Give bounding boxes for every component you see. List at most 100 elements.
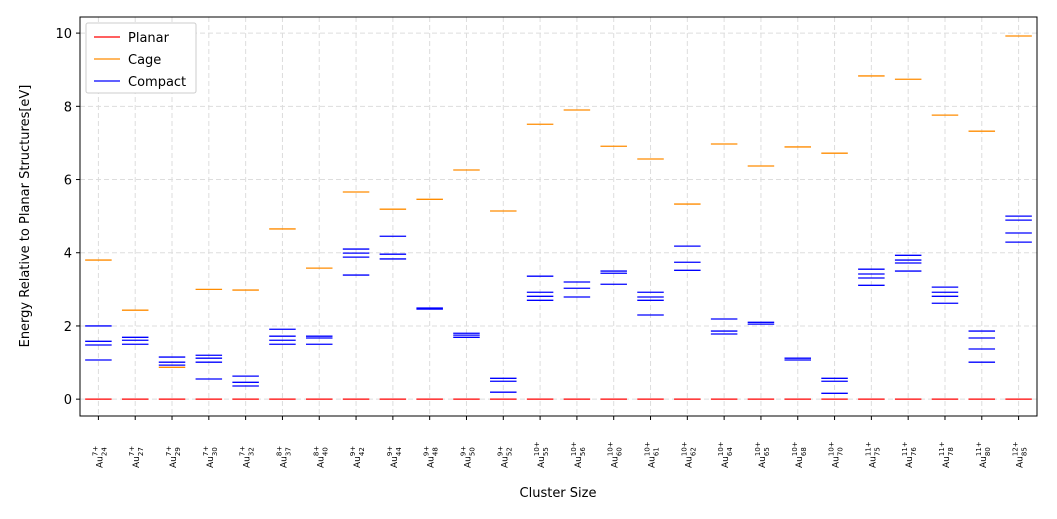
label-base: Au: [611, 456, 621, 468]
x-tick-label: Au8+40: [312, 446, 329, 468]
y-tick-label: 10: [55, 27, 72, 42]
label-sup: 10+: [644, 441, 652, 456]
label-sub: 44: [395, 447, 403, 456]
y-tick-label: 4: [64, 247, 72, 262]
legend-label: Cage: [128, 53, 161, 68]
label-sup: 10+: [607, 441, 615, 456]
label-sub: 32: [248, 447, 256, 456]
y-axis-label: Energy Relative to Planar Structures[eV]: [18, 85, 33, 348]
x-tick-label: Au7+27: [128, 446, 145, 468]
label-base: Au: [905, 456, 915, 468]
x-tick-label: Au10+70: [828, 441, 845, 468]
label-sup: 8+: [312, 446, 320, 456]
label-sub: 50: [468, 447, 476, 456]
label-sub: 61: [653, 447, 661, 456]
y-tick-label: 0: [64, 393, 72, 408]
x-tick-label: Au7+24: [91, 446, 108, 468]
label-sup: 12+: [1012, 441, 1020, 456]
label-sup: 7+: [165, 446, 173, 456]
x-tick-label: Au10+68: [791, 441, 808, 468]
plot-frame: [79, 16, 1038, 417]
label-base: Au: [795, 456, 805, 468]
legend-label: Planar: [128, 31, 170, 46]
label-sup: 10+: [680, 441, 688, 456]
label-sub: 48: [432, 447, 440, 456]
label-base: Au: [132, 456, 142, 468]
label-sub: 30: [211, 447, 219, 456]
label-sup: 11+: [975, 441, 983, 456]
label-base: Au: [721, 456, 731, 468]
label-sup: 9+: [349, 446, 357, 456]
label-sub: 65: [763, 447, 771, 456]
label-sup: 10+: [533, 441, 541, 456]
x-tick-label: Au9+52: [496, 446, 513, 468]
x-tick-label: Au10+64: [717, 441, 734, 468]
x-tick-label: Au10+55: [533, 441, 550, 468]
y-tick-label: 6: [64, 174, 72, 189]
label-sub: 64: [726, 447, 734, 456]
x-tick-label: Au11+78: [938, 441, 955, 468]
label-base: Au: [1016, 456, 1026, 468]
label-base: Au: [243, 456, 253, 468]
label-base: Au: [832, 456, 842, 468]
label-base: Au: [500, 456, 510, 468]
x-axis-label: Cluster Size: [520, 486, 597, 501]
x-tick-label: Au9+50: [459, 446, 476, 468]
x-tick-label: Au10+62: [680, 441, 697, 468]
label-sub: 78: [947, 447, 955, 456]
label-sub: 56: [579, 447, 587, 456]
label-sup: 7+: [91, 446, 99, 456]
x-tick-label: Au9+48: [423, 446, 440, 468]
label-sup: 9+: [496, 446, 504, 456]
label-sub: 75: [873, 447, 881, 456]
label-sup: 8+: [275, 446, 283, 456]
x-tick-label: Au8+37: [275, 446, 292, 468]
x-tick-label: Au10+56: [570, 441, 587, 468]
label-sup: 7+: [239, 446, 247, 456]
label-base: Au: [758, 456, 768, 468]
x-tick-label: Au10+61: [644, 441, 661, 468]
y-tick-label: 2: [64, 320, 72, 335]
label-sub: 76: [910, 447, 918, 456]
label-base: Au: [353, 456, 363, 468]
x-tick-label: Au9+44: [386, 446, 403, 468]
label-sub: 70: [837, 447, 845, 456]
label-sub: 80: [984, 447, 992, 456]
x-tick-label: Au10+65: [754, 441, 771, 468]
label-base: Au: [390, 456, 400, 468]
label-base: Au: [95, 456, 105, 468]
label-sub: 85: [1021, 447, 1029, 456]
label-sup: 11+: [901, 441, 909, 456]
x-tick-label: Au11+75: [864, 441, 881, 468]
label-sup: 10+: [570, 441, 578, 456]
label-sub: 24: [100, 447, 108, 456]
legend-box: [85, 22, 197, 94]
y-tick-label: 8: [64, 100, 72, 115]
label-sup: 10+: [828, 441, 836, 456]
label-base: Au: [427, 456, 437, 468]
label-base: Au: [942, 456, 952, 468]
label-base: Au: [169, 456, 179, 468]
label-sub: 62: [689, 447, 697, 456]
label-sup: 9+: [423, 446, 431, 456]
label-base: Au: [463, 456, 473, 468]
x-tick-label: Au9+42: [349, 446, 366, 468]
label-base: Au: [868, 456, 878, 468]
label-sub: 40: [321, 447, 329, 456]
label-base: Au: [316, 456, 326, 468]
x-tick-label: Au11+76: [901, 441, 918, 468]
label-base: Au: [684, 456, 694, 468]
label-sup: 10+: [754, 441, 762, 456]
label-base: Au: [206, 456, 216, 468]
label-sup: 11+: [938, 441, 946, 456]
legend-label: Compact: [128, 75, 186, 90]
label-base: Au: [279, 456, 289, 468]
label-sup: 9+: [386, 446, 394, 456]
label-sup: 10+: [717, 441, 725, 456]
label-sub: 52: [505, 447, 513, 456]
label-sub: 60: [616, 447, 624, 456]
label-sup: 7+: [128, 446, 136, 456]
x-tick-label: Au12+85: [1012, 441, 1029, 468]
